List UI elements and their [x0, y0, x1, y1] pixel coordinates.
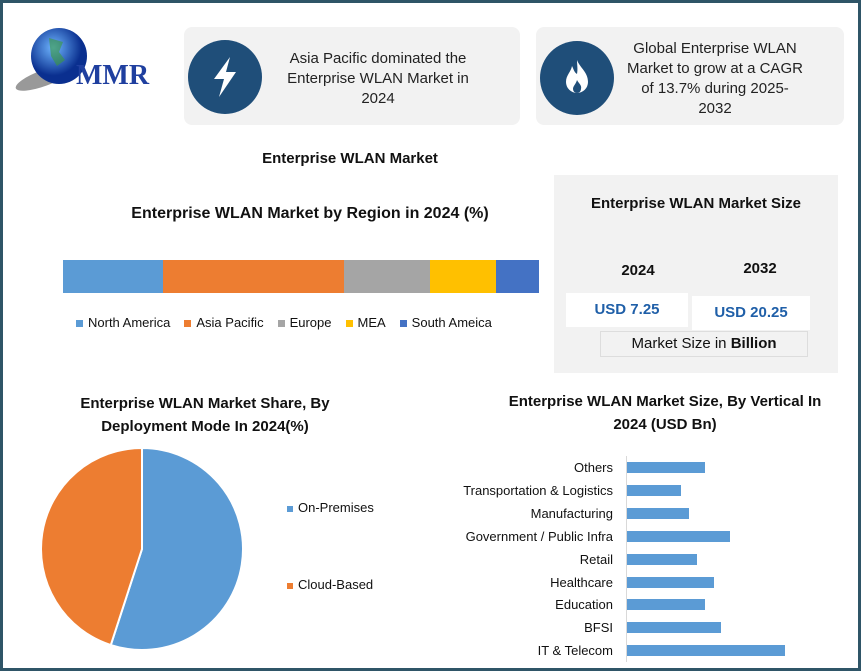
legend-item: On-Premises [287, 500, 374, 515]
pie-chart-title: Enterprise WLAN Market Share, By Deploym… [80, 395, 330, 435]
unit-prefix: Market Size in [631, 335, 731, 352]
legend-item: Europe [277, 315, 332, 330]
info-card-cagr: Global Enterprise WLAN Market to grow at… [536, 27, 844, 125]
region-segment [162, 260, 344, 293]
bar [627, 576, 714, 588]
bar [627, 507, 689, 519]
legend-item: Asia Pacific [184, 315, 264, 330]
legend-swatch [277, 320, 285, 327]
region-segment [343, 260, 430, 293]
legend-item: Cloud-Based [287, 577, 374, 592]
bar [627, 484, 682, 496]
legend-label: On-Premises [298, 500, 374, 515]
region-segment [429, 260, 497, 293]
legend-item: North America [76, 315, 170, 330]
legend-item: South Ameica [399, 315, 492, 330]
legend-label: Europe [289, 315, 332, 330]
legend-swatch [399, 320, 407, 327]
bar-label: Others [573, 460, 613, 475]
svg-text:MMR: MMR [76, 60, 150, 91]
value-2024: USD 7.25 [566, 293, 688, 327]
vertical-chart-title: Enterprise WLAN Market Size, By Vertical… [508, 393, 822, 433]
legend-label: Cloud-Based [298, 577, 374, 592]
region-segment [63, 260, 163, 293]
bar [627, 645, 785, 657]
bar [627, 622, 722, 634]
year-2032: 2032 [743, 260, 777, 277]
bar-label: Manufacturing [530, 505, 613, 521]
bar [627, 462, 705, 473]
logo: MMR [14, 26, 174, 96]
info-card-text: Asia Pacific dominated the Enterprise WL… [287, 50, 469, 107]
legend-label: South Ameica [411, 315, 492, 330]
legend-item: MEA [345, 315, 386, 330]
bar-label: Transportation & Logistics [463, 482, 613, 498]
pie-legend: On-Premises Cloud-Based [287, 500, 374, 654]
bar [627, 530, 730, 542]
info-card-region: Asia Pacific dominated the Enterprise WL… [184, 27, 520, 125]
region-legend: North America Asia Pacific Europe MEA South … [76, 315, 492, 330]
bar-label: Government / Public Infra [465, 528, 613, 544]
market-size-panel: Enterprise WLAN Market Size 2024 2032 US… [554, 175, 838, 373]
legend-swatch [76, 320, 83, 327]
market-size-title: Enterprise WLAN Market Size [590, 195, 802, 212]
legend-swatch [184, 320, 192, 327]
region-chart-title: Enterprise WLAN Market by Region in 2024… [131, 205, 489, 222]
unit-label: Market Size in Billion [600, 331, 808, 357]
bar-label: Healthcare [550, 574, 613, 590]
bar-label: BFSI [584, 620, 613, 636]
pie-slice [40, 446, 143, 647]
flame-icon [540, 41, 614, 115]
lightning-icon [188, 40, 262, 114]
legend-swatch [287, 583, 293, 589]
year-2024: 2024 [621, 262, 655, 279]
pie-chart [40, 446, 244, 651]
bar-label: Education [555, 597, 613, 613]
bar [627, 599, 705, 611]
bar-label: Retail [579, 551, 613, 567]
vertical-axis [626, 456, 627, 662]
main-title: Enterprise WLAN Market [262, 150, 438, 167]
legend-label: MEA [357, 315, 386, 330]
info-card-text: Global Enterprise WLAN Market to grow at… [627, 40, 803, 117]
bar-label: IT & Telecom [537, 643, 613, 659]
legend-label: Asia Pacific [196, 315, 264, 330]
unit-bold: Billion [730, 335, 777, 352]
legend-swatch [287, 506, 293, 512]
pie-slice [109, 446, 244, 651]
region-segment [496, 260, 539, 293]
region-stacked-bar [63, 260, 539, 293]
value-2032: USD 20.25 [692, 296, 810, 330]
legend-swatch [345, 320, 353, 327]
legend-label: North America [88, 315, 171, 330]
bar [627, 553, 698, 565]
